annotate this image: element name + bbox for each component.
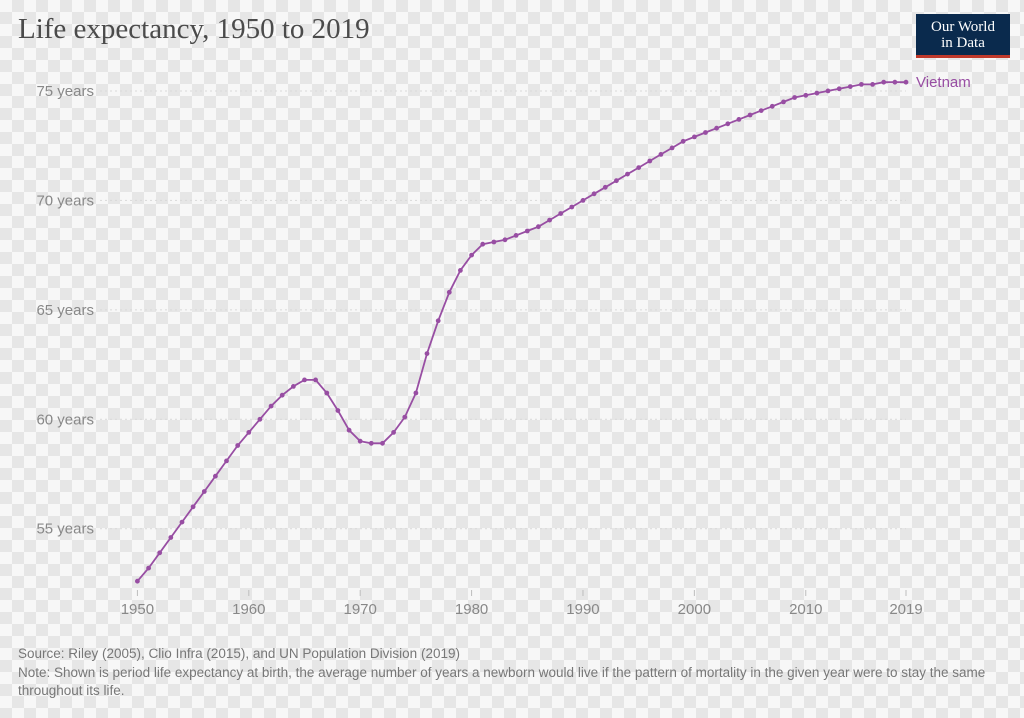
x-axis-label: 1950 xyxy=(121,601,154,618)
series-marker xyxy=(681,139,686,144)
series-marker xyxy=(280,393,285,398)
x-axis-label: 1970 xyxy=(344,601,377,618)
series-marker xyxy=(792,95,797,100)
series-marker xyxy=(803,93,808,98)
series-marker xyxy=(492,240,497,245)
series-marker xyxy=(258,417,263,422)
series-marker xyxy=(558,211,563,216)
x-axis-label: 2000 xyxy=(678,601,711,618)
series-marker xyxy=(135,579,140,584)
series-marker xyxy=(402,415,407,420)
series-marker xyxy=(380,441,385,446)
series-marker xyxy=(826,89,831,94)
chart-footer: Source: Riley (2005), Clio Infra (2015),… xyxy=(18,645,1006,700)
chart-title: Life expectancy, 1950 to 2019 xyxy=(18,14,370,46)
series-marker xyxy=(503,237,508,242)
series-marker xyxy=(235,443,240,448)
series-marker xyxy=(157,550,162,555)
y-axis-label: 75 years xyxy=(36,83,94,100)
series-marker xyxy=(391,430,396,435)
series-marker xyxy=(369,441,374,446)
series-marker xyxy=(725,121,730,126)
series-marker xyxy=(358,439,363,444)
series-marker xyxy=(302,378,307,383)
series-marker xyxy=(859,82,864,87)
series-marker xyxy=(659,152,664,157)
series-marker xyxy=(536,224,541,229)
series-marker xyxy=(815,91,820,96)
series-marker xyxy=(647,159,652,164)
series-marker xyxy=(414,391,419,396)
x-axis-label: 1980 xyxy=(455,601,488,618)
series-marker xyxy=(759,108,764,113)
series-marker xyxy=(480,242,485,247)
series-marker xyxy=(336,408,341,413)
y-axis-label: 65 years xyxy=(36,302,94,319)
series-marker xyxy=(692,135,697,140)
series-marker xyxy=(224,459,229,464)
series-marker xyxy=(714,126,719,131)
x-axis-label: 2019 xyxy=(889,601,922,618)
series-marker xyxy=(469,253,474,258)
note-text: Note: Shown is period life expectancy at… xyxy=(18,664,1006,700)
series-line-vietnam xyxy=(137,82,906,581)
series-marker xyxy=(525,229,530,234)
series-label-vietnam: Vietnam xyxy=(916,74,971,91)
series-marker xyxy=(180,520,185,525)
series-marker xyxy=(703,130,708,135)
series-marker xyxy=(202,489,207,494)
x-axis-label: 2010 xyxy=(789,601,822,618)
series-marker xyxy=(870,82,875,87)
series-marker xyxy=(436,318,441,323)
series-marker xyxy=(592,191,597,196)
series-marker xyxy=(324,391,329,396)
series-marker xyxy=(636,165,641,170)
series-marker xyxy=(347,428,352,433)
series-marker xyxy=(514,233,519,238)
series-marker xyxy=(569,205,574,210)
series-marker xyxy=(881,80,886,85)
series-marker xyxy=(770,104,775,109)
series-marker xyxy=(893,80,898,85)
series-marker xyxy=(904,80,909,85)
series-marker xyxy=(425,351,430,356)
series-marker xyxy=(458,268,463,273)
series-marker xyxy=(547,218,552,223)
series-marker xyxy=(837,86,842,91)
series-marker xyxy=(246,430,251,435)
series-marker xyxy=(737,117,742,122)
series-marker xyxy=(670,146,675,151)
owid-logo: Our World in Data xyxy=(916,14,1010,58)
series-marker xyxy=(447,290,452,295)
series-marker xyxy=(313,378,318,383)
series-marker xyxy=(748,113,753,118)
series-marker xyxy=(191,504,196,509)
life-expectancy-chart: 55 years 60 years 65 years 70 years 75 years… xyxy=(18,66,1008,626)
y-axis-label: 60 years xyxy=(36,411,94,428)
x-axis-label: 1990 xyxy=(566,601,599,618)
series-marker xyxy=(291,384,296,389)
series-marker xyxy=(781,100,786,105)
logo-line1: Our World xyxy=(931,19,995,35)
source-text: Source: Riley (2005), Clio Infra (2015),… xyxy=(18,645,1006,663)
series-marker xyxy=(848,84,853,89)
series-marker xyxy=(213,474,218,479)
y-axis-label: 70 years xyxy=(36,192,94,209)
series-marker xyxy=(146,566,151,571)
series-marker xyxy=(269,404,274,409)
series-marker xyxy=(581,198,586,203)
logo-line2: in Data xyxy=(941,35,985,51)
series-marker xyxy=(625,172,630,177)
series-marker xyxy=(168,535,173,540)
series-marker xyxy=(614,178,619,183)
series-marker xyxy=(603,185,608,190)
x-axis-label: 1960 xyxy=(232,601,265,618)
y-axis-label: 55 years xyxy=(36,521,94,538)
